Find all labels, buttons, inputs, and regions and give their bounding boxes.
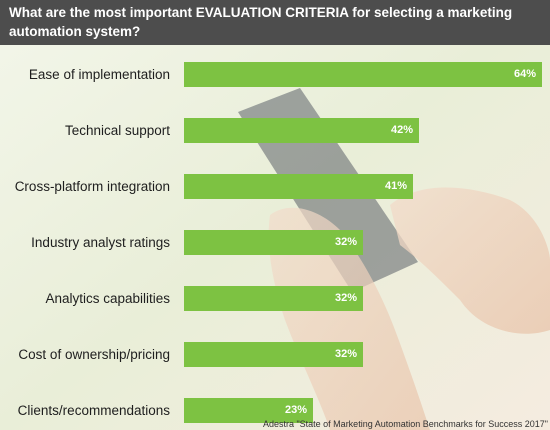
bar-value-label: 32% xyxy=(334,236,357,248)
bar xyxy=(184,62,542,87)
bar-value-label: 32% xyxy=(334,348,357,360)
category-label: Cost of ownership/pricing xyxy=(18,346,170,362)
source-note: Adestra "State of Marketing Automation B… xyxy=(262,419,548,429)
category-label: Clients/recommendations xyxy=(17,402,170,418)
bar xyxy=(184,174,413,199)
category-label: Technical support xyxy=(64,122,170,138)
bar-value-label: 23% xyxy=(284,404,307,416)
bar xyxy=(184,342,363,367)
bar xyxy=(184,118,419,143)
category-label: Cross-platform integration xyxy=(14,178,170,194)
chart-header: What are the most important EVALUATION C… xyxy=(0,0,550,45)
bar-value-label: 42% xyxy=(390,124,413,136)
chart-title: What are the most important EVALUATION C… xyxy=(9,5,513,39)
bar-value-label: 41% xyxy=(384,180,407,192)
category-label: Ease of implementation xyxy=(28,66,170,82)
bar-value-label: 32% xyxy=(334,292,357,304)
bar-value-label: 64% xyxy=(513,68,536,80)
bar xyxy=(184,286,363,311)
bar xyxy=(184,398,313,423)
bar xyxy=(184,230,363,255)
category-label: Analytics capabilities xyxy=(45,290,170,306)
category-label: Industry analyst ratings xyxy=(31,234,170,250)
